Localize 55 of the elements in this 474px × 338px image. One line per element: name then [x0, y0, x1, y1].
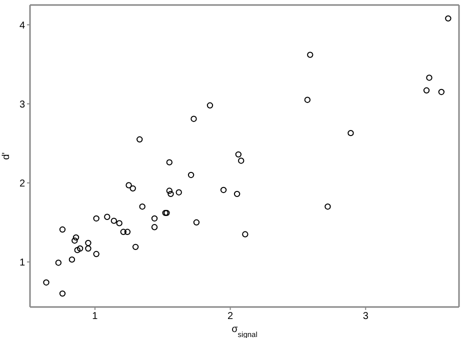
- point: [445, 15, 452, 22]
- x-axis-title: σ$_{signal}$: [232, 324, 258, 338]
- point: [166, 159, 172, 166]
- y-tick-label: 4: [19, 20, 26, 32]
- point: [307, 52, 314, 58]
- y-tick-label: 1: [19, 257, 26, 268]
- point: [72, 237, 78, 244]
- x-tick-label: 2: [228, 311, 234, 322]
- point: [85, 245, 92, 252]
- point: [130, 185, 136, 192]
- point: [235, 151, 242, 158]
- point: [190, 116, 197, 122]
- point: [132, 244, 139, 250]
- point: [234, 190, 240, 198]
- x-tick-label: 1: [92, 311, 98, 322]
- point: [166, 188, 172, 194]
- point: [104, 214, 110, 220]
- point: [126, 182, 132, 188]
- y-axis-title: d': [1, 152, 12, 160]
- point: [193, 219, 200, 226]
- point: [188, 172, 194, 178]
- y-tick-label: 3: [19, 99, 26, 110]
- point: [438, 88, 445, 96]
- point: [55, 260, 62, 266]
- point: [124, 228, 131, 235]
- point: [93, 250, 100, 258]
- y-tick-label: 2: [19, 178, 26, 190]
- point: [242, 231, 248, 238]
- point: [110, 218, 118, 224]
- point: [220, 186, 227, 194]
- point: [120, 228, 126, 235]
- point: [74, 246, 80, 254]
- point: [168, 190, 174, 198]
- point: [136, 136, 143, 142]
- point: [426, 74, 432, 81]
- point: [72, 234, 80, 241]
- point: [423, 87, 430, 94]
- point: [206, 102, 214, 109]
- point: [68, 256, 76, 263]
- point: [348, 130, 354, 136]
- point: [59, 226, 66, 233]
- point: [43, 279, 50, 286]
- point: [76, 245, 84, 252]
- point: [139, 203, 146, 210]
- point: [85, 240, 92, 246]
- point: [151, 224, 158, 230]
- point: [324, 203, 331, 210]
- point: [93, 215, 100, 222]
- point: [151, 215, 158, 222]
- point: [176, 189, 182, 196]
- x-tick-label: 3: [362, 311, 369, 322]
- point: [59, 290, 66, 297]
- point: [116, 220, 122, 226]
- point: [304, 96, 311, 103]
- point: [238, 158, 244, 164]
